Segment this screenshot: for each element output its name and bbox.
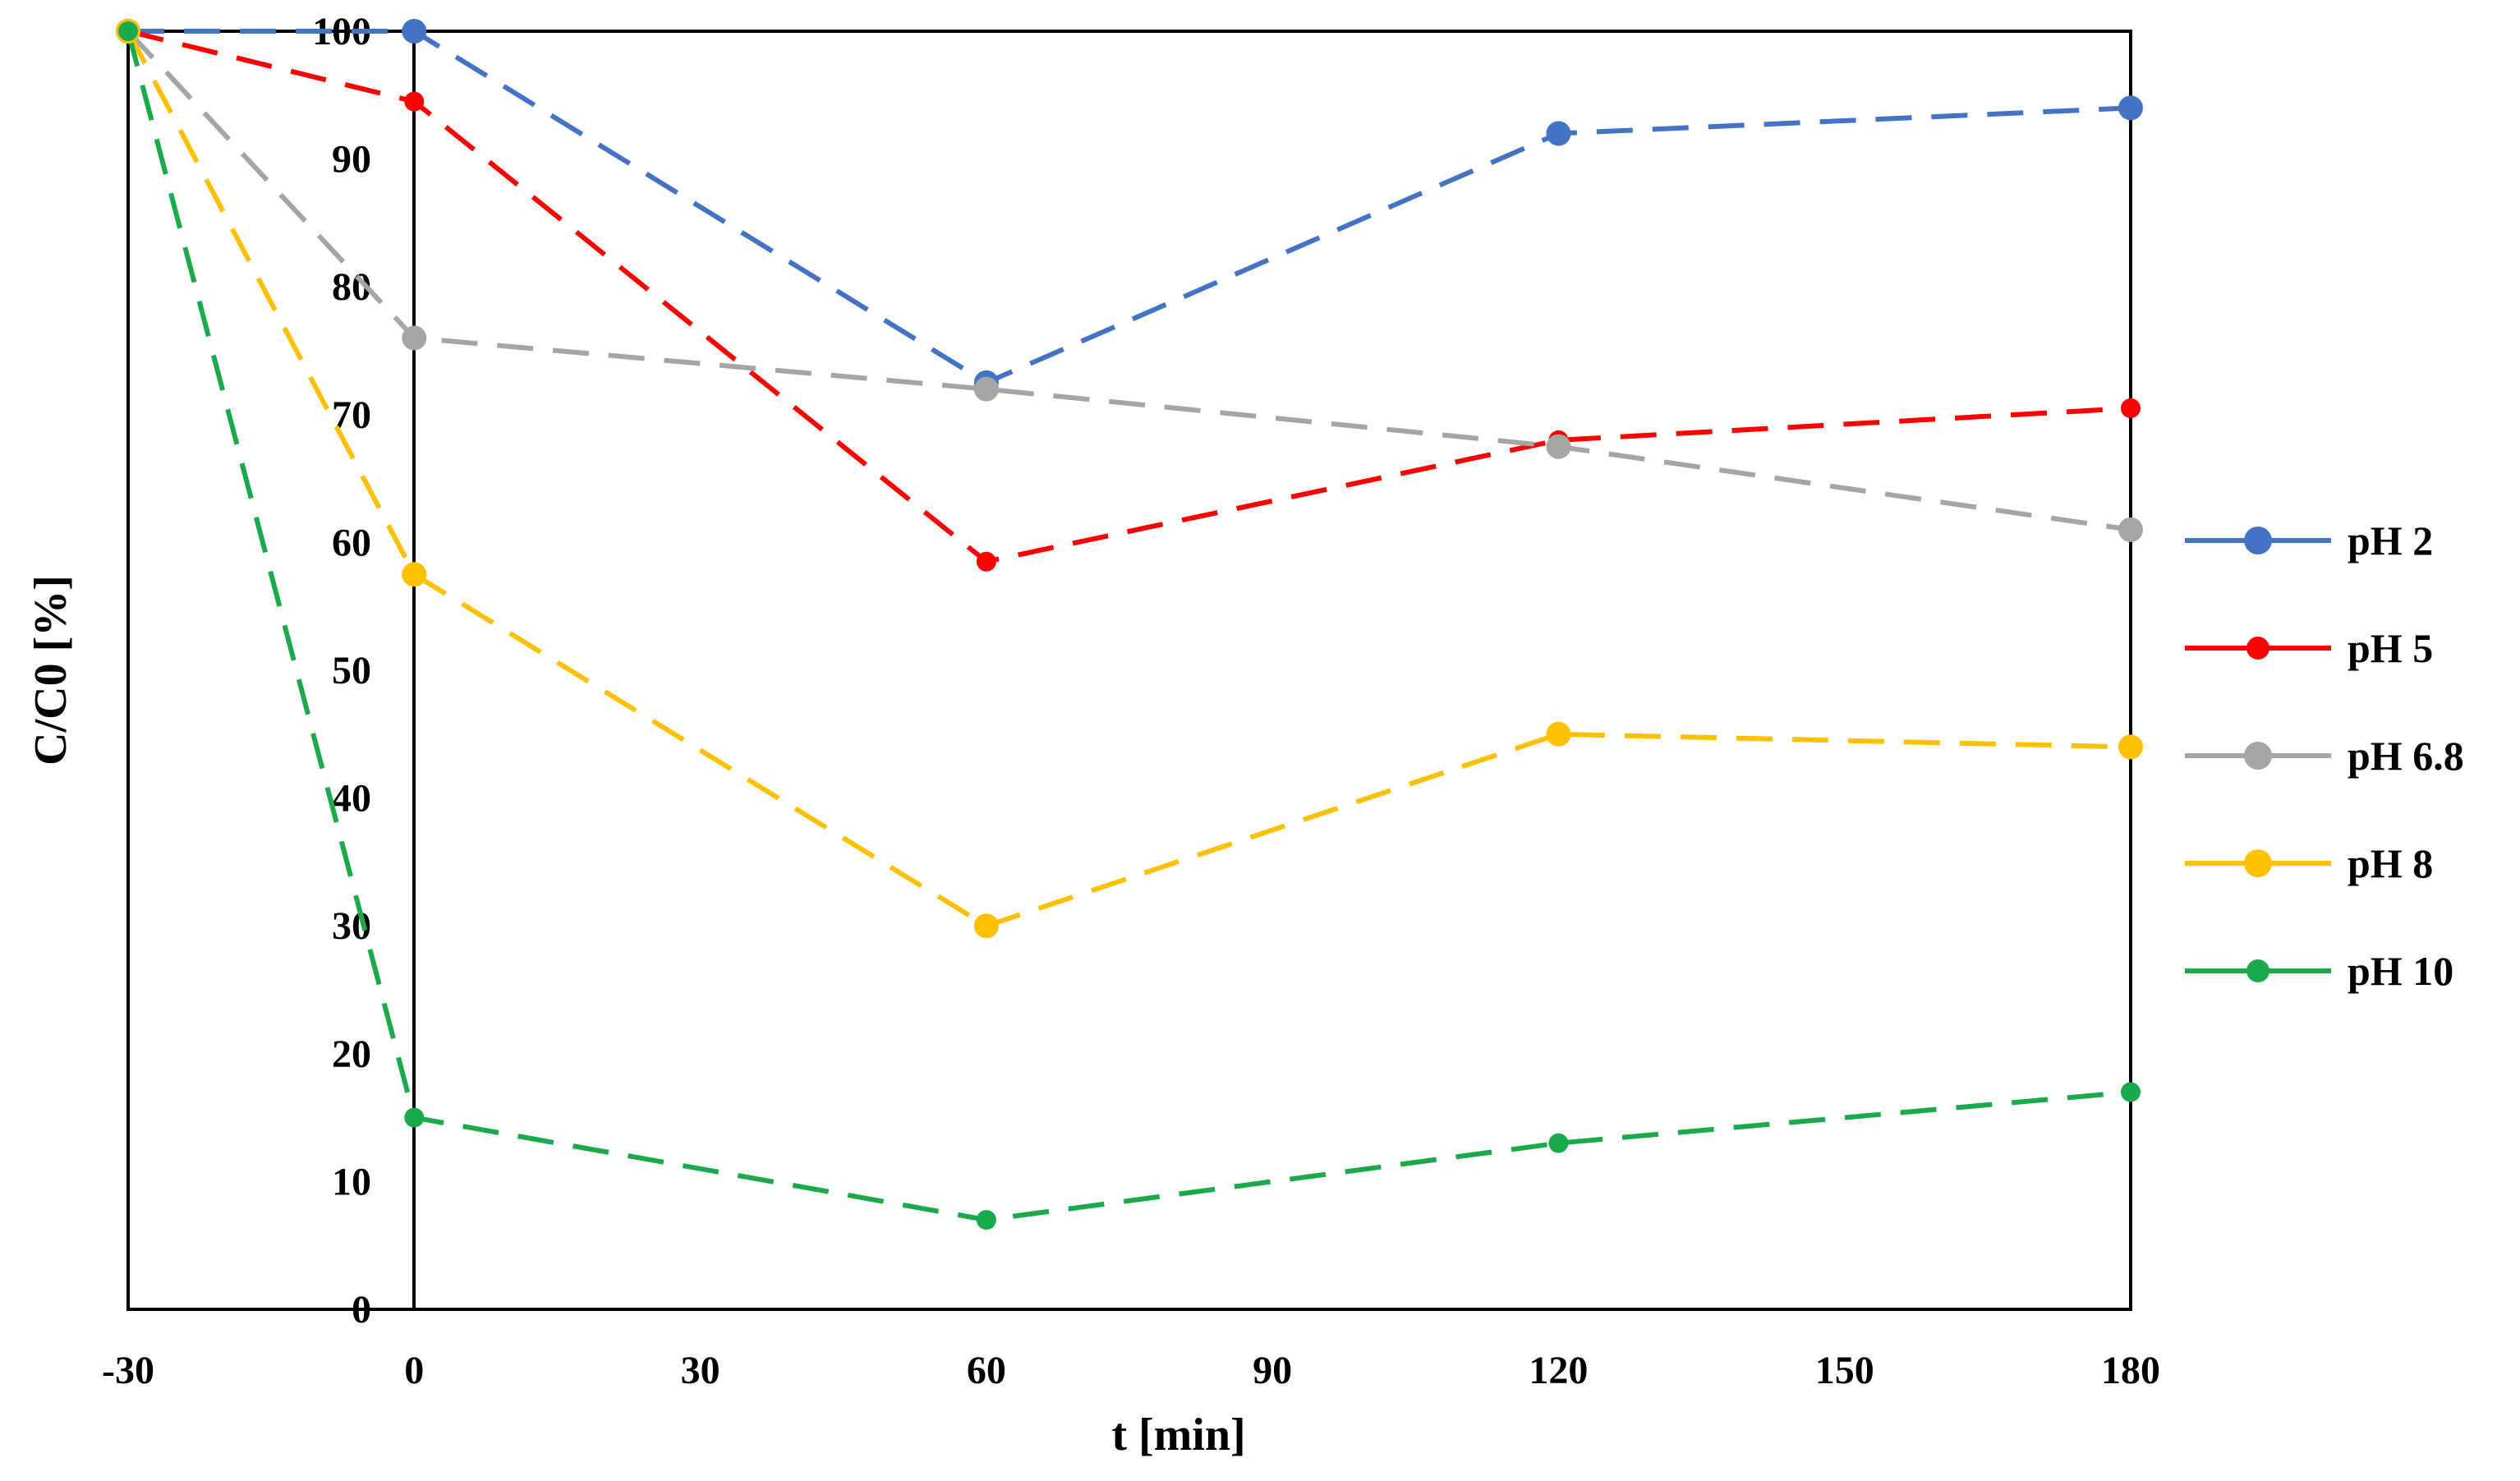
data-point [2118,734,2143,760]
x-tick-label: 150 [1815,1349,1874,1392]
x-axis-title: t [min] [1111,1410,1245,1460]
series-line [126,29,2131,532]
data-point [2118,95,2143,121]
data-point [1546,434,1571,459]
legend-label: pH 6.8 [2348,733,2464,779]
y-tick-label: 50 [332,649,371,692]
data-point [973,913,999,939]
legend-swatch-marker [2244,527,2272,554]
data-point [1546,721,1571,747]
data-point [976,1210,996,1230]
legend-label: pH 10 [2348,948,2453,994]
y-tick-label: 10 [332,1160,371,1203]
legend-swatch-marker [2246,637,2269,660]
data-point [2121,398,2141,419]
data-point [118,21,138,41]
x-tick-label: 120 [1529,1349,1588,1392]
series-line [126,30,2131,929]
legend-label: pH 8 [2348,840,2433,886]
y-tick-label: 40 [332,777,371,821]
y-tick-label: 90 [332,138,371,182]
legend-label: pH 2 [2348,517,2433,563]
x-tick-label: 180 [2101,1349,2160,1392]
data-point [404,1107,425,1128]
series-line [126,30,2131,1223]
data-point [402,325,427,351]
x-tick-label: 90 [1253,1349,1292,1392]
data-point [1548,1133,1569,1153]
x-tick-label: 60 [967,1349,1006,1392]
series-line [127,29,2131,564]
data-point [976,551,996,572]
data-point [402,19,427,44]
legend-swatch-marker [2244,849,2272,877]
data-point [2121,1082,2141,1102]
x-tick-label: 0 [404,1349,424,1392]
y-tick-label: 60 [332,521,371,564]
data-point [2118,517,2143,542]
data-point [404,91,425,112]
plot-frame [126,30,2132,1311]
y-tick-label: 0 [352,1288,371,1332]
x-tick-label: 30 [681,1349,720,1392]
y-tick-label: 20 [332,1033,371,1076]
data-point [973,376,999,402]
series-group [116,19,2143,1230]
y-axis-title: C/C0 [%] [25,575,76,766]
series-line [128,29,2131,385]
legend: pH 2 pH 5 pH 6.8 pH 8 pH 10 [2185,517,2464,994]
legend-swatch-marker [2244,742,2272,770]
data-point [402,562,427,587]
legend-label: pH 5 [2348,625,2433,671]
x-tick-labels: -30 0 30 60 90 120 150 180 [102,1349,2160,1392]
data-point [1546,121,1571,146]
legend-swatch-marker [2246,959,2269,982]
x-tick-label: -30 [102,1349,154,1392]
